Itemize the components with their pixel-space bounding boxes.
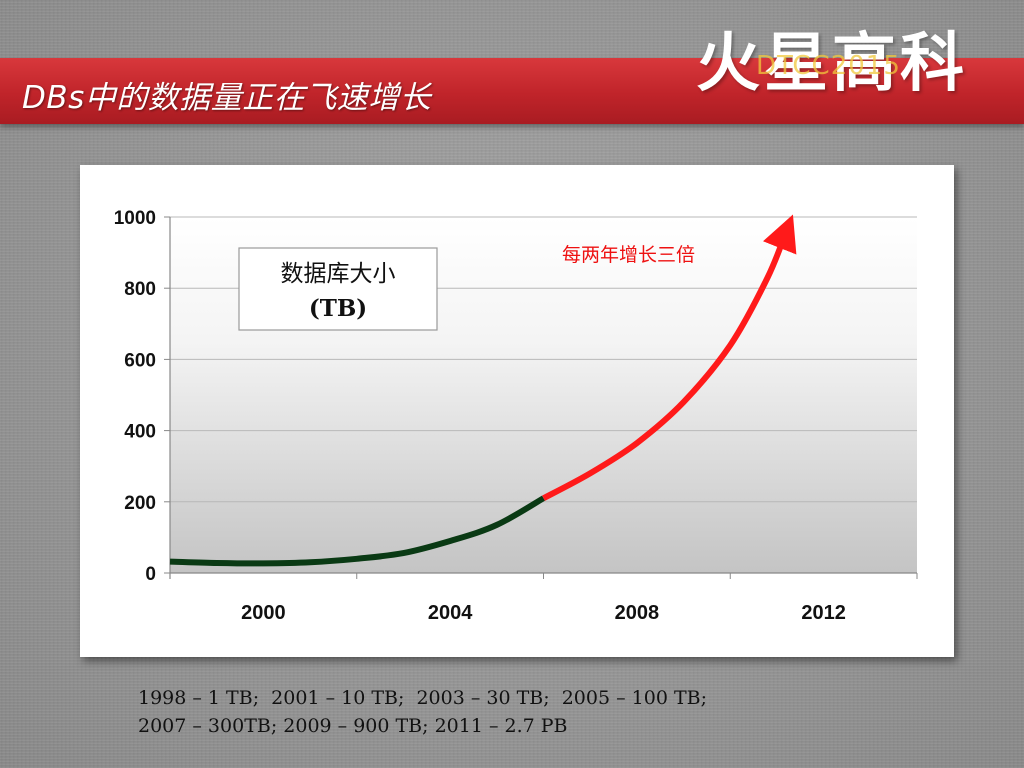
y-tick-label-0: 0 [145,564,156,585]
company-logo: 火星高科 [696,27,968,101]
chart-panel: 0 200 400 600 800 1000 2000 2004 2008 2012 数据库大小 … [80,165,954,657]
x-tick-label-2008: 2008 [615,602,660,624]
title-banner [0,58,1024,124]
inset-title-line1: 数据库大小 [281,261,396,287]
footnote-line-2: 2007 – 300TB; 2009 – 900 TB; 2011 – 2.7 … [138,715,568,737]
y-tick-label-200: 200 [124,493,156,514]
growth-annotation: 每两年增长三倍 [562,244,695,266]
x-tick-label-2004: 2004 [428,602,473,624]
chart-inset-title: 数据库大小 (TB) [238,247,438,331]
y-tick-label-600: 600 [124,350,156,371]
x-tick-label-2000: 2000 [241,602,286,624]
conference-watermark: DTCC2015 [756,51,901,81]
x-tick-label-2012: 2012 [801,602,846,624]
series-line-observed [169,495,546,567]
series [169,214,797,567]
y-tick-label-1000: 1000 [114,208,156,229]
y-tick-label-400: 400 [124,422,156,443]
y-tick-label-800: 800 [124,279,156,300]
inset-title-line2: (TB) [309,295,367,322]
database-size-chart: 0 200 400 600 800 1000 2000 2004 2008 2012 数据库大小 … [114,208,918,624]
axes: 0 200 400 600 800 1000 2000 2004 2008 2012 [114,208,918,624]
yearly-size-footnote: 1998 – 1 TB; 2001 – 10 TB; 2003 – 30 TB;… [138,684,898,740]
slide-title: DBs中的数据量正在飞速增长 [22,80,432,116]
series-arrow-projected [542,214,797,501]
footnote-line-1: 1998 – 1 TB; 2001 – 10 TB; 2003 – 30 TB;… [138,687,707,709]
